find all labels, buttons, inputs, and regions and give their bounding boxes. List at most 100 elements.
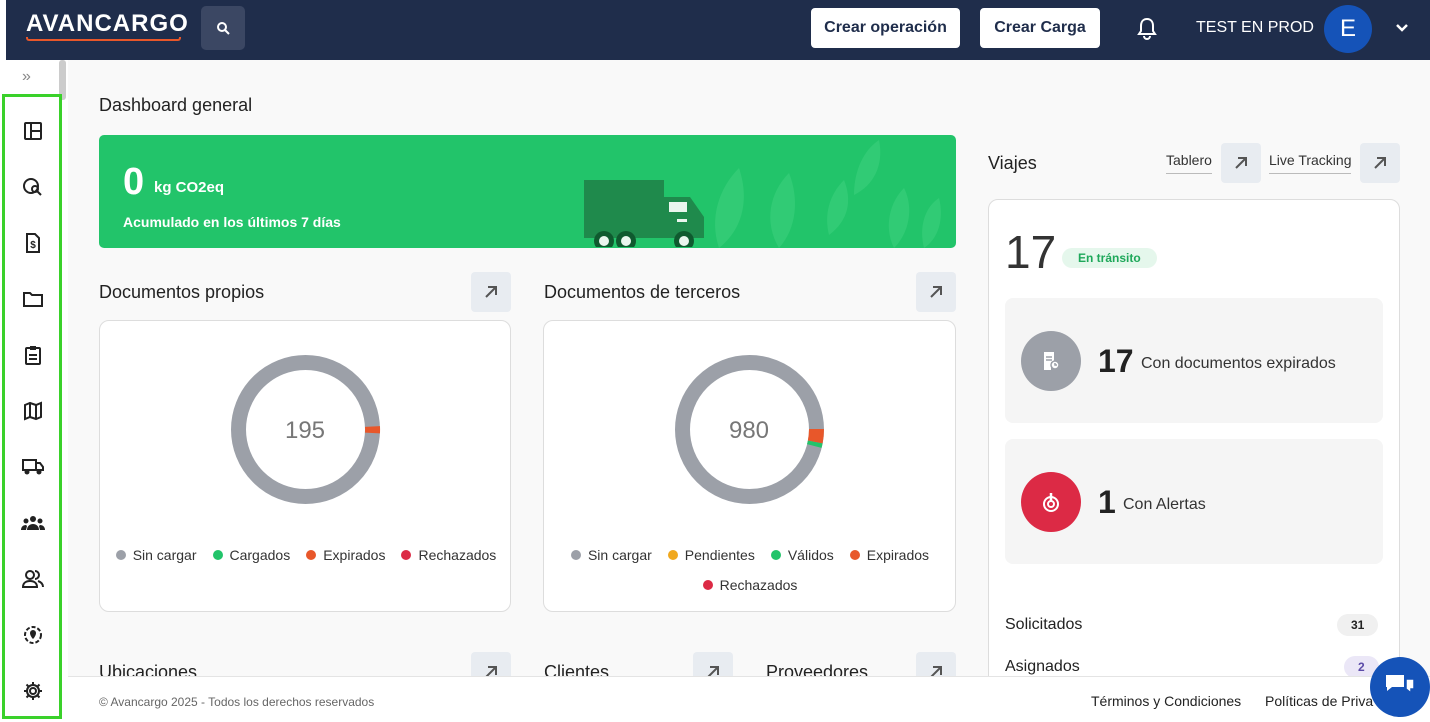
arrow-up-right-icon: [707, 666, 719, 676]
sidebar-nav: $: [2, 94, 62, 719]
arrow-up-right-icon: [485, 286, 497, 298]
requested-count: 31: [1337, 614, 1379, 636]
users-icon[interactable]: [20, 566, 46, 592]
third-docs-open-button[interactable]: [916, 272, 956, 312]
legend-label: Pendientes: [684, 547, 755, 563]
live-tracking-open-button[interactable]: [1360, 143, 1400, 183]
alerts-count: 1: [1098, 484, 1116, 520]
providers-open-button[interactable]: [916, 652, 956, 676]
invoice-icon[interactable]: $: [20, 230, 46, 256]
copyright: © Avancargo 2025 - Todos los derechos re…: [99, 695, 375, 709]
live-tracking-link[interactable]: Live Tracking: [1269, 152, 1352, 174]
legend-item[interactable]: Rechazados: [401, 547, 496, 563]
chat-button[interactable]: [1370, 657, 1430, 717]
legend-dot: [849, 550, 860, 560]
own-docs-total: 195: [284, 417, 326, 444]
own-docs-legend: Sin cargar Cargados Expirados Rechazados: [110, 547, 502, 563]
co2-value: 0: [123, 161, 145, 203]
own-docs-card: 195 Sin cargar Cargados Expirados Rechaz…: [99, 320, 511, 612]
arrow-up-right-icon: [1374, 157, 1386, 169]
co2-card: 0 kg CO2eq Acumulado en los últimos 7 dí…: [99, 135, 956, 248]
legend-dot: [115, 550, 126, 560]
third-docs-legend: Sin cargar Pendientes Válidos Expirados …: [554, 547, 946, 593]
board-open-button[interactable]: [1221, 143, 1261, 183]
co2-subtitle: Acumulado en los últimos 7 días: [123, 214, 341, 230]
legend-label: Rechazados: [418, 547, 497, 563]
assigned-label[interactable]: Asignados: [1005, 658, 1080, 675]
clipboard-icon[interactable]: [20, 342, 46, 368]
legend-label: Expirados: [866, 547, 930, 563]
arrow-up-right-icon: [930, 666, 942, 676]
alerts-label: Con Alertas: [1123, 496, 1206, 513]
top-navbar: AVANCARGO Crear operación Crear Carga TE…: [6, 0, 1430, 60]
search-button[interactable]: [201, 6, 245, 50]
board-link[interactable]: Tablero: [1166, 152, 1212, 174]
third-docs-title: Documentos de terceros: [544, 282, 741, 302]
alerts-card[interactable]: 1 Con Alertas: [1005, 439, 1383, 564]
create-operation-button[interactable]: Crear operación: [811, 8, 960, 48]
arrow-up-right-icon: [930, 286, 942, 298]
co2-unit: kg CO2eq: [154, 179, 225, 196]
legend-dot: [667, 550, 678, 560]
legend-label: Sin cargar: [587, 547, 652, 563]
dashboard-icon[interactable]: [20, 118, 46, 144]
legend-item[interactable]: Pendientes: [667, 547, 755, 563]
avancargo-logo[interactable]: AVANCARGO: [26, 10, 189, 37]
map-icon[interactable]: [20, 398, 46, 424]
legend-item[interactable]: Cargados: [212, 547, 291, 563]
notifications-bell-icon[interactable]: [1136, 16, 1158, 45]
arrow-up-right-icon: [1235, 157, 1247, 169]
clients-title: Clientes: [544, 662, 610, 676]
expired-docs-card[interactable]: 17 Con documentos expirados: [1005, 298, 1383, 423]
legend-item[interactable]: Sin cargar: [115, 547, 197, 563]
arrow-up-right-icon: [485, 666, 497, 676]
legend-item[interactable]: Expirados: [306, 547, 385, 563]
expired-docs-count: 17: [1098, 343, 1134, 379]
requested-label[interactable]: Solicitados: [1005, 616, 1083, 633]
third-docs-card: 980 Sin cargar Pendientes Válidos Expira…: [543, 320, 956, 612]
locations-title: Ubicaciones: [99, 662, 198, 676]
own-docs-open-button[interactable]: [471, 272, 511, 312]
chevron-down-icon[interactable]: [1394, 20, 1410, 41]
legend-dot: [770, 550, 781, 560]
legend-item[interactable]: Expirados: [849, 547, 930, 563]
trips-card: 17 En tránsito 17 Con documentos expirad…: [988, 199, 1400, 676]
truck-icon[interactable]: [20, 454, 46, 480]
main-content: Dashboard general 0 kg CO2eq Acumulado e…: [68, 60, 1430, 676]
clients-open-button[interactable]: [693, 652, 733, 676]
legend-dot: [570, 550, 581, 560]
providers-title: Proveedores: [766, 662, 869, 676]
in-transit-badge: En tránsito: [1062, 248, 1157, 268]
global-search-icon[interactable]: [20, 174, 46, 200]
assigned-count: 2: [1344, 656, 1379, 676]
sidebar-scrollbar[interactable]: [59, 60, 66, 100]
page-title: Dashboard general: [99, 95, 253, 115]
search-icon: [217, 22, 230, 35]
legend-label: Sin cargar: [132, 547, 197, 563]
privacy-link[interactable]: Políticas de Priva: [1265, 693, 1374, 709]
legend-item[interactable]: Rechazados: [702, 577, 798, 593]
trips-title: Viajes: [988, 153, 1037, 173]
settings-gear-icon[interactable]: [20, 678, 46, 704]
legend-dot: [702, 580, 713, 590]
legend-item[interactable]: Sin cargar: [570, 547, 652, 563]
user-name[interactable]: TEST EN PROD: [1196, 19, 1314, 36]
avatar[interactable]: E: [1324, 5, 1372, 53]
chat-icon: [1386, 675, 1415, 695]
own-docs-donut: [231, 355, 381, 504]
locations-open-button[interactable]: [471, 652, 511, 676]
terms-link[interactable]: Términos y Condiciones: [1091, 693, 1242, 709]
expand-sidebar-icon[interactable]: »: [22, 68, 31, 85]
expired-docs-label: Con documentos expirados: [1141, 355, 1336, 372]
create-load-button[interactable]: Crear Carga: [980, 8, 1100, 48]
team-icon[interactable]: [20, 510, 46, 536]
legend-label: Válidos: [787, 547, 834, 563]
legend-label: Rechazados: [719, 577, 798, 593]
logo-underline: [26, 37, 181, 41]
location-pin-icon[interactable]: [20, 622, 46, 648]
own-docs-title: Documentos propios: [99, 282, 265, 302]
legend-label: Cargados: [229, 547, 291, 563]
legend-item[interactable]: Válidos: [770, 547, 834, 563]
folder-icon[interactable]: [20, 286, 46, 312]
third-docs-donut: [675, 355, 824, 504]
